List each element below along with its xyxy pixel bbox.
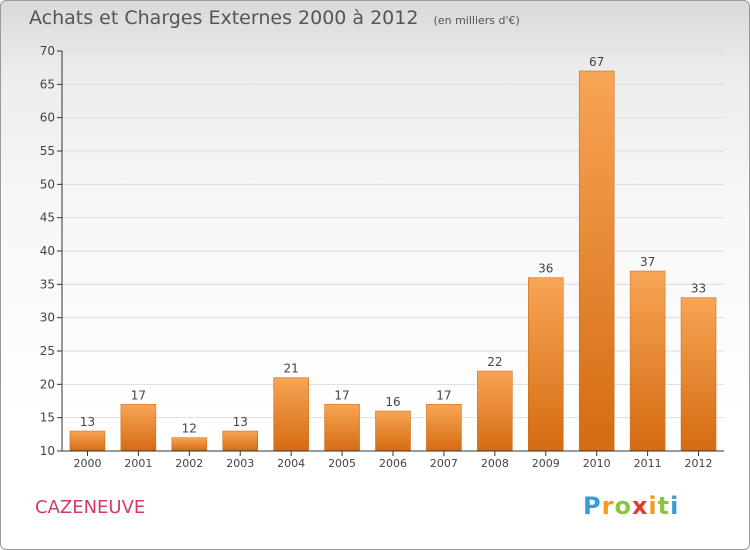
x-tick-label: 2008 [481,457,509,470]
data-label: 12 [182,422,197,436]
labels: 10 15 20 25 30 35 40 45 50 55 60 65 70 13 2000 17 2001 12… [40,44,713,470]
logo-letter: x [631,492,649,520]
y-tick-label: 15 [40,411,55,425]
axes [57,50,724,456]
bar [69,430,106,452]
x-tick-label: 2009 [532,457,560,470]
bar [477,370,513,452]
data-label: 21 [284,362,299,376]
chart-title: Achats et Charges Externes 2000 à 2012 [29,7,419,29]
grid-lines [62,50,724,452]
bar [528,277,564,452]
y-tick-label: 30 [40,311,55,325]
y-tick-label: 50 [40,177,55,191]
y-tick-label: 20 [40,377,55,391]
chart-subtitle: (en milliers d'€) [433,14,520,27]
bar [375,410,411,452]
bar [629,270,666,452]
x-tick-label: 2007 [430,457,458,470]
y-tick-label: 45 [40,211,55,225]
bar [171,437,208,452]
y-tick-label: 10 [40,444,55,458]
x-tick-label: 2002 [175,457,203,470]
bars [69,70,717,452]
bar [324,404,360,452]
data-label: 22 [487,355,502,369]
x-tick-label: 2006 [379,457,407,470]
data-label: 17 [436,388,451,402]
title-block: Achats et Charges Externes 2000 à 2012 (… [29,7,520,29]
data-label: 13 [80,415,95,429]
y-tick-label: 60 [40,111,55,125]
bar [222,430,258,452]
x-tick-label: 2012 [685,457,713,470]
y-tick-label: 65 [40,77,55,91]
logo-letter: t [657,492,671,520]
data-label: 36 [538,262,553,276]
y-tick-label: 70 [40,44,55,58]
x-tick-label: 2003 [226,457,254,470]
y-tick-label: 25 [40,344,55,358]
data-label: 33 [691,282,706,296]
data-label: 17 [334,388,349,402]
data-label: 16 [385,395,400,409]
logo-letter: o [614,492,632,520]
commune-name: CAZENEUVE [35,497,146,518]
logo-letter: i [648,492,658,520]
x-tick-label: 2004 [277,457,305,470]
logo-letter: P [583,492,602,520]
bar [426,404,462,452]
x-tick-label: 2005 [328,457,356,470]
x-tick-label: 2011 [634,457,662,470]
bar [120,404,157,452]
bar [273,377,309,452]
proxiti-logo: Proxiti [583,492,679,520]
x-tick-label: 2000 [73,457,101,470]
data-label: 67 [589,55,604,69]
data-label: 37 [640,255,655,269]
x-tick-label: 2010 [583,457,611,470]
y-tick-label: 40 [40,244,55,258]
data-label: 17 [131,388,146,402]
x-tick-label: 2001 [124,457,152,470]
logo-letter: i [670,492,680,520]
bar [680,297,717,452]
bar [578,70,615,452]
data-label: 13 [233,415,248,429]
y-tick-label: 35 [40,277,55,291]
logo-letter: r [601,492,615,520]
y-tick-label: 55 [40,144,55,158]
